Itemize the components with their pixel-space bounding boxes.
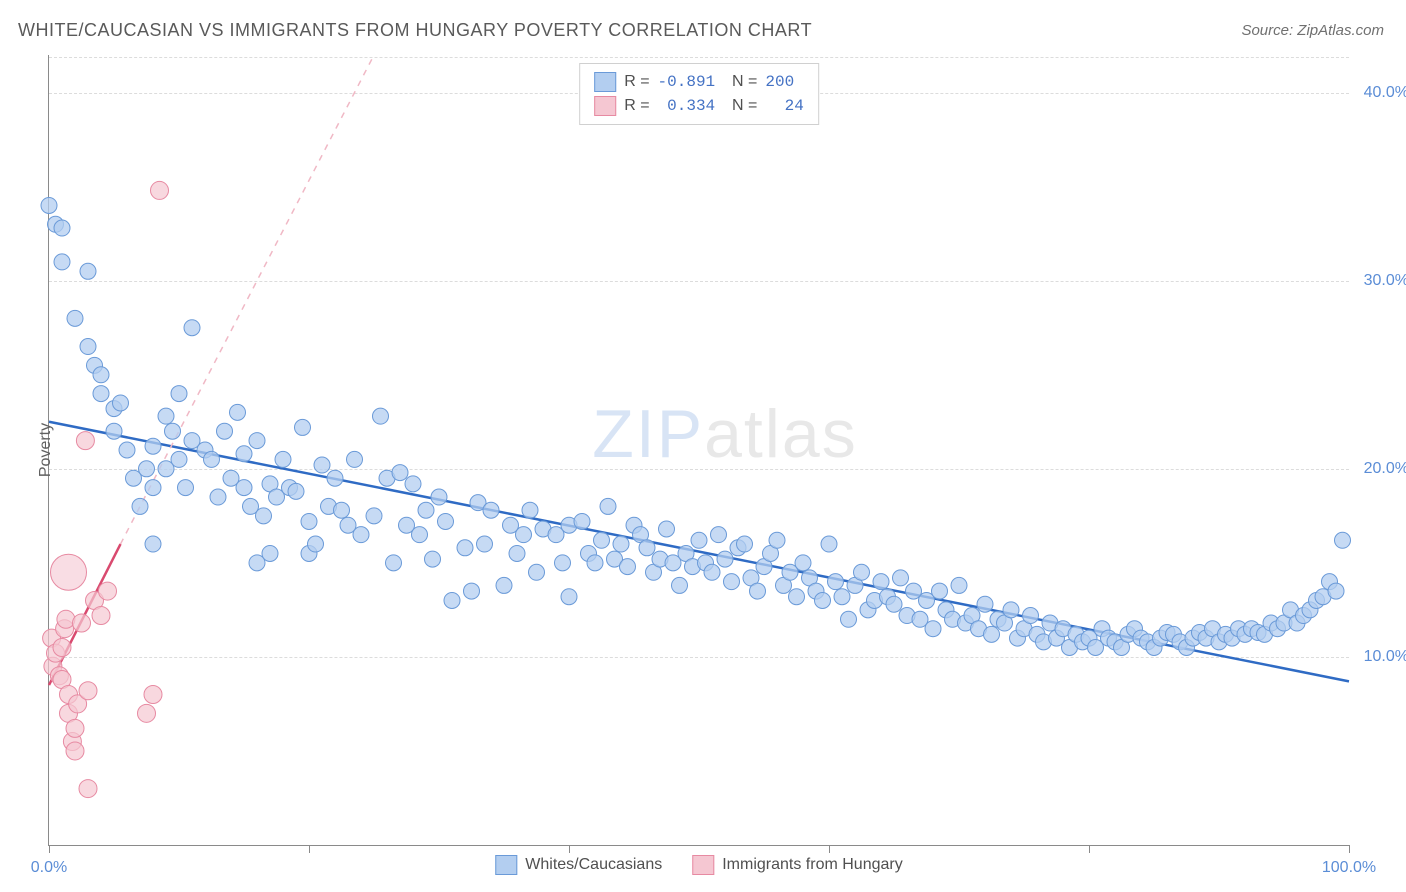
legend-swatch-1 xyxy=(495,855,517,875)
chart-container: WHITE/CAUCASIAN VS IMMIGRANTS FROM HUNGA… xyxy=(0,0,1406,892)
legend-item-1: Whites/Caucasians xyxy=(495,855,662,875)
stats-legend: R = -0.891 N = 200 R = 0.334 N = 24 xyxy=(579,63,819,125)
n-value-1: 200 xyxy=(765,70,794,94)
swatch-pink xyxy=(594,96,616,116)
y-tick-label: 20.0% xyxy=(1364,460,1406,478)
swatch-blue xyxy=(594,72,616,92)
x-tick xyxy=(829,845,830,853)
plot-area: ZIPatlas 10.0%20.0%30.0%40.0% 0.0%100.0%… xyxy=(48,55,1349,846)
r-value-1: -0.891 xyxy=(658,70,716,94)
source-label: Source: ZipAtlas.com xyxy=(1241,22,1384,39)
scatter-svg xyxy=(49,55,1349,845)
x-tick xyxy=(1349,845,1350,853)
x-tick xyxy=(309,845,310,853)
stats-row-1: R = -0.891 N = 200 xyxy=(594,70,804,94)
n-label-2: N = xyxy=(723,94,757,118)
chart-title: WHITE/CAUCASIAN VS IMMIGRANTS FROM HUNGA… xyxy=(18,20,812,41)
legend-label-1: Whites/Caucasians xyxy=(525,856,662,874)
x-tick xyxy=(49,845,50,853)
x-tick xyxy=(569,845,570,853)
r-label: R = xyxy=(624,70,649,94)
y-tick-label: 30.0% xyxy=(1364,272,1406,290)
y-tick-label: 10.0% xyxy=(1364,648,1406,666)
r-value-2: 0.334 xyxy=(658,94,716,118)
n-label: N = xyxy=(723,70,757,94)
x-tick-label: 0.0% xyxy=(31,859,67,877)
x-tick-label: 100.0% xyxy=(1322,859,1376,877)
r-label-2: R = xyxy=(624,94,649,118)
n-value-2: 24 xyxy=(765,94,803,118)
legend-label-2: Immigrants from Hungary xyxy=(722,856,903,874)
y-tick-label: 40.0% xyxy=(1364,84,1406,102)
stats-row-2: R = 0.334 N = 24 xyxy=(594,94,804,118)
series-legend: Whites/Caucasians Immigrants from Hungar… xyxy=(495,855,902,875)
legend-swatch-2 xyxy=(692,855,714,875)
x-tick xyxy=(1089,845,1090,853)
legend-item-2: Immigrants from Hungary xyxy=(692,855,903,875)
